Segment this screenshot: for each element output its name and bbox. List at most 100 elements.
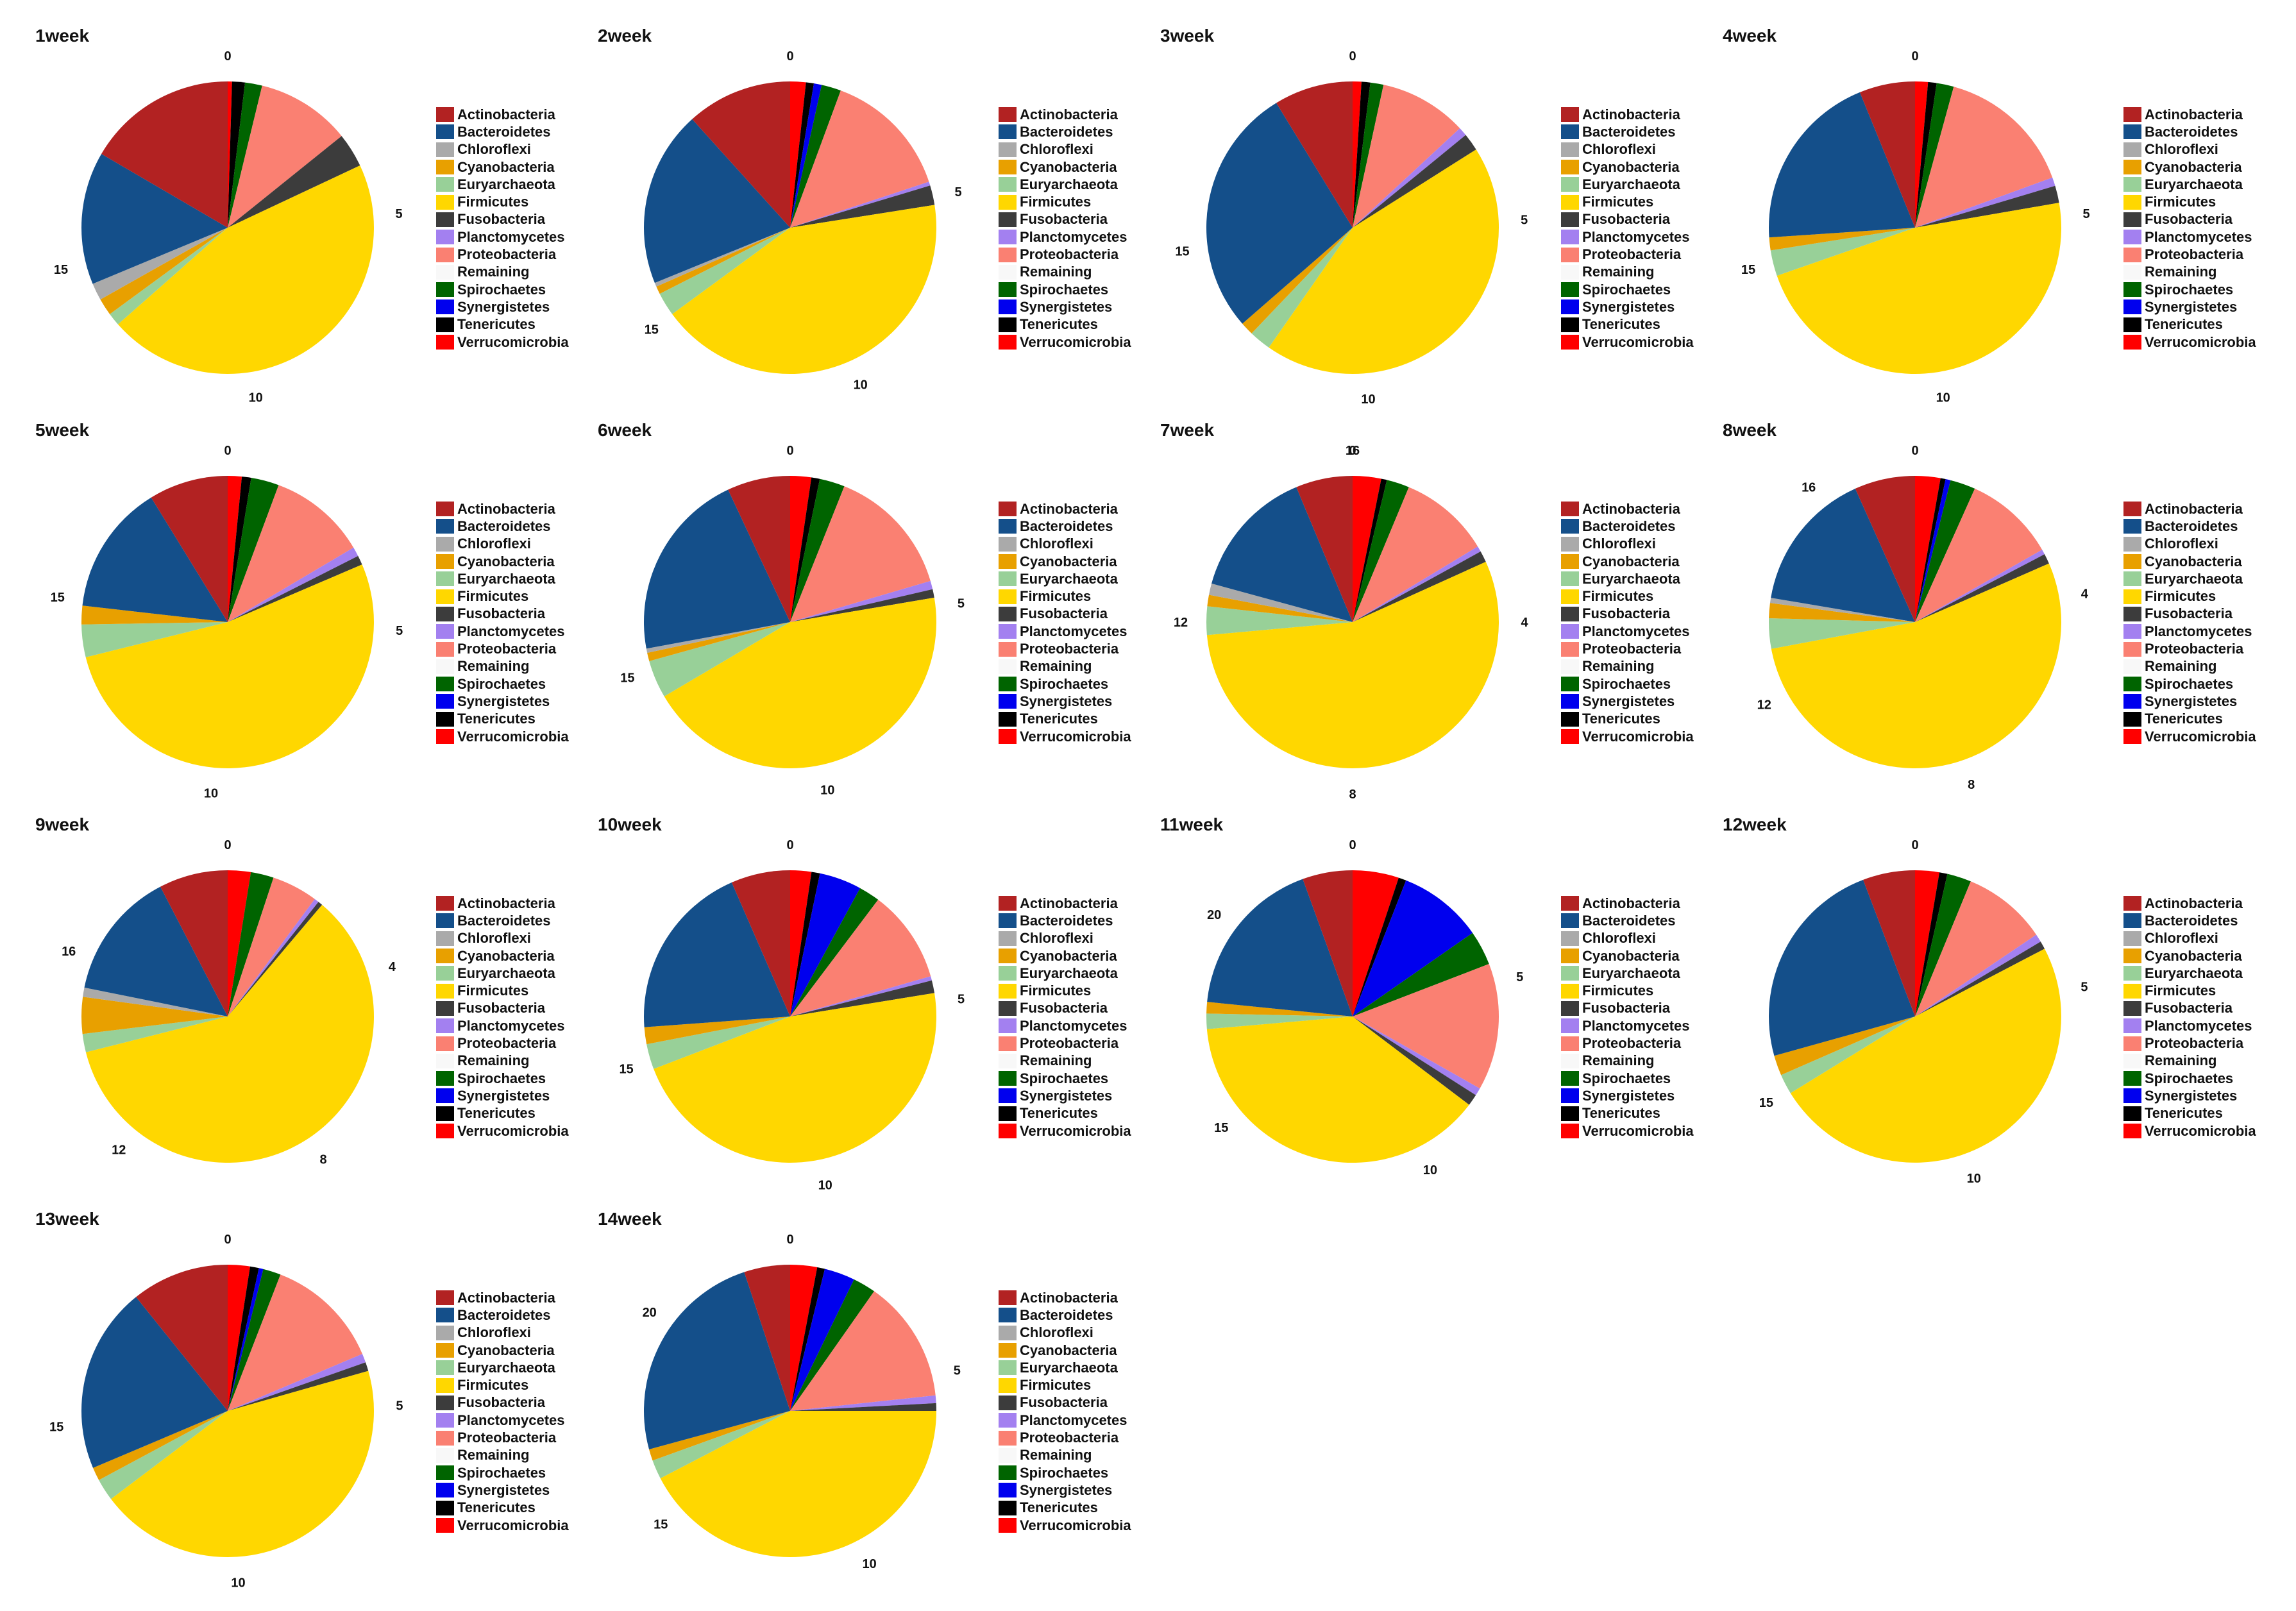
legend-label: Planctomycetes xyxy=(1582,228,1690,245)
legend-label: Cyanobacteria xyxy=(1020,947,1117,964)
legend-swatch xyxy=(436,1036,454,1051)
pie-chart: 0 5 10 15 xyxy=(54,49,403,405)
legend-item: Tenericutes xyxy=(2123,316,2256,333)
chart-title: 1week xyxy=(35,26,90,46)
legend-swatch xyxy=(436,1308,454,1323)
legend-swatch xyxy=(1561,335,1579,350)
legend-label: Synergistetes xyxy=(1582,693,1675,709)
legend-item: Tenericutes xyxy=(1561,1105,1694,1122)
legend-swatch xyxy=(436,519,454,534)
pie-slice-tenericutes xyxy=(1353,478,1387,622)
pie-slice-proteobacteria xyxy=(228,877,315,1016)
pie-panel: 10week 0 5 10 15 Actinobacteria Bacteroidetes C… xyxy=(598,814,1162,1209)
legend-swatch xyxy=(1561,1000,1579,1016)
legend-item: Cyanobacteria xyxy=(436,1342,569,1359)
legend-label: Proteobacteria xyxy=(1020,246,1119,263)
legend-label: Verrucomicrobia xyxy=(1020,1122,1131,1139)
angle-tick-label: 8 xyxy=(1349,788,1356,802)
pie-slice-actinobacteria xyxy=(1296,476,1353,622)
pie-panel: 14week 0 5 10 15 20 Actinobacteria Bacteroidete… xyxy=(598,1209,1162,1603)
pie-slice-tenericutes xyxy=(228,81,246,228)
pie-slice-spirochaetes xyxy=(1915,83,1954,228)
legend-swatch xyxy=(2123,247,2141,262)
legend-item: Tenericutes xyxy=(1561,316,1694,333)
pie-panel: 13week 0 5 10 15 Actinobacteria Bacteroidetes C… xyxy=(35,1209,600,1603)
angle-tick-label: 5 xyxy=(2081,981,2088,995)
legend-label: Tenericutes xyxy=(1020,316,1098,333)
pie-slice-planctomycetes xyxy=(228,1354,366,1411)
legend-label: Spirochaetes xyxy=(1020,675,1109,692)
legend-item: Firmicutes xyxy=(2123,587,2256,605)
legend-swatch xyxy=(999,1360,1017,1376)
angle-tick-label: 5 xyxy=(396,1399,403,1413)
legend-item: Synergistetes xyxy=(2123,693,2256,710)
legend-item: Verrucomicrobia xyxy=(999,728,1131,745)
legend-label: Firmicutes xyxy=(1020,983,1092,999)
legend-item: Synergistetes xyxy=(1561,298,1694,316)
legend: Actinobacteria Bacteroidetes Chloroflexi Cy… xyxy=(436,106,569,351)
legend-item: Chloroflexi xyxy=(1561,536,1694,553)
legend-swatch xyxy=(436,299,454,315)
pie-slice-euryarchaeota xyxy=(110,228,228,325)
pie-panel: 11week 0 5 10 15 20 Actinobacteria Bacteroidete… xyxy=(1160,814,1725,1209)
pie-slice-fusobacteria xyxy=(1353,135,1476,228)
legend-swatch xyxy=(2123,913,2141,929)
legend-swatch xyxy=(1561,160,1579,175)
legend-label: Chloroflexi xyxy=(1582,141,1656,158)
pie-slice-fusobacteria xyxy=(1915,554,2049,622)
legend-item: Bacteroidetes xyxy=(999,123,1131,140)
pie-slice-tenericutes xyxy=(1915,872,1948,1016)
pie-slice-proteobacteria xyxy=(1915,87,2053,228)
legend-item: Tenericutes xyxy=(436,1105,569,1122)
legend-swatch xyxy=(999,1290,1017,1306)
legend-swatch xyxy=(1561,536,1579,552)
legend-label: Firmicutes xyxy=(1020,1377,1092,1394)
angle-tick-label: 4 xyxy=(2081,587,2089,602)
legend-swatch xyxy=(999,931,1017,946)
legend-swatch xyxy=(2123,554,2141,569)
legend-swatch xyxy=(999,983,1017,999)
legend-item: Remaining xyxy=(436,658,569,675)
pie-slice-firmicutes xyxy=(664,597,937,768)
legend-item: Firmicutes xyxy=(436,193,569,210)
legend-swatch xyxy=(1561,1053,1579,1068)
legend-swatch xyxy=(2123,624,2141,639)
legend-swatch xyxy=(999,1465,1017,1481)
legend-swatch xyxy=(999,536,1017,552)
legend-item: Synergistetes xyxy=(1561,1087,1694,1104)
legend-item: Actinobacteria xyxy=(436,500,569,518)
legend-label: Actinobacteria xyxy=(2145,895,2243,911)
legend-item: Verrucomicrobia xyxy=(436,1122,569,1140)
legend-item: Synergistetes xyxy=(999,693,1131,710)
legend-label: Remaining xyxy=(1020,658,1092,675)
legend-item: Fusobacteria xyxy=(1561,605,1694,623)
chart-title: 10week xyxy=(598,814,662,834)
legend-swatch xyxy=(2123,1036,2141,1051)
legend-label: Euryarchaeota xyxy=(1020,570,1118,587)
legend-label: Remaining xyxy=(457,658,530,675)
legend-item: Proteobacteria xyxy=(1561,640,1694,657)
legend-label: Tenericutes xyxy=(1582,711,1660,727)
legend-item: Bacteroidetes xyxy=(436,912,569,929)
pie-slice-fusobacteria xyxy=(1353,1016,1476,1105)
legend-item: Actinobacteria xyxy=(436,1289,569,1306)
legend-swatch xyxy=(436,571,454,587)
legend-label: Actinobacteria xyxy=(457,1289,555,1306)
legend-swatch xyxy=(999,949,1017,964)
pie-slice-planctomycetes xyxy=(228,898,319,1016)
legend-label: Euryarchaeota xyxy=(1582,176,1680,192)
pie-slice-cyanobacteria xyxy=(81,997,228,1034)
legend-label: Remaining xyxy=(457,1052,530,1069)
legend-item: Actinobacteria xyxy=(2123,895,2256,912)
legend-swatch xyxy=(1561,107,1579,122)
pie-slice-chloroflexi xyxy=(92,228,228,300)
legend-swatch xyxy=(999,1308,1017,1323)
legend-swatch xyxy=(436,1018,454,1034)
legend-label: Spirochaetes xyxy=(1020,281,1109,298)
legend-swatch xyxy=(436,1483,454,1498)
legend-label: Remaining xyxy=(2145,1052,2217,1069)
legend-item: Spirochaetes xyxy=(1561,675,1694,693)
legend-item: Fusobacteria xyxy=(2123,605,2256,623)
legend-swatch xyxy=(2123,1000,2141,1016)
